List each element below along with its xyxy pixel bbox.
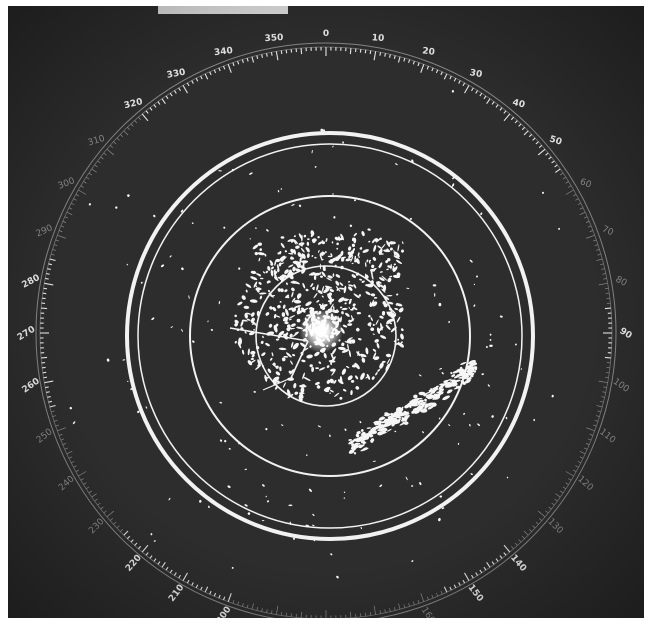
vignette bbox=[8, 6, 644, 618]
radar-scope: 3500102030405060708090100110120130140150… bbox=[8, 6, 644, 618]
radar-ppi-photo: 3500102030405060708090100110120130140150… bbox=[8, 6, 644, 618]
